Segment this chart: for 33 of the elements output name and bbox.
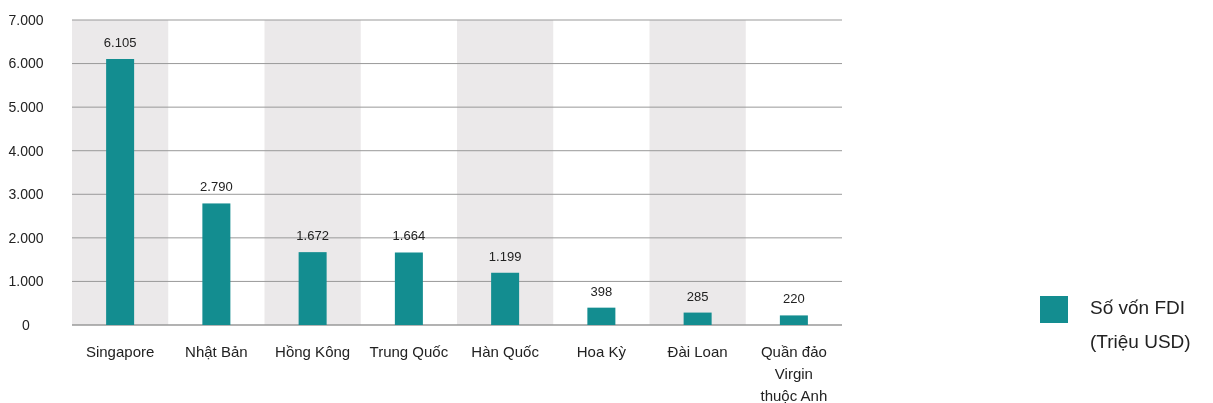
- bar: [779, 315, 808, 325]
- y-tick-label: 3.000: [8, 186, 44, 203]
- y-tick-label: 2.000: [8, 229, 44, 246]
- data-label: 398: [590, 283, 613, 299]
- y-tick-label: 0: [22, 316, 31, 333]
- x-tick-label: Hàn Quốc: [471, 343, 540, 360]
- y-tick-label: 5.000: [8, 99, 44, 116]
- x-tick-label: Đài Loan: [667, 343, 728, 360]
- y-tick-label: 6.000: [8, 55, 44, 72]
- data-label: 6.105: [103, 35, 137, 50]
- data-label: 1.664: [392, 228, 426, 244]
- bar: [106, 59, 135, 325]
- x-tick-label: Nhật Bản: [185, 343, 248, 360]
- data-label: 1.672: [296, 228, 329, 244]
- bar: [394, 252, 423, 325]
- bar: [298, 252, 327, 325]
- x-tick-label: Hồng Kông: [275, 343, 351, 360]
- y-tick-label: 7.000: [8, 11, 44, 28]
- x-tick-label: Quần đảo Virgin thuộc Anh: [760, 343, 828, 403]
- bar: [683, 312, 712, 325]
- y-tick-label: 1.000: [8, 273, 44, 290]
- data-label: 2.790: [200, 179, 233, 195]
- bar: [491, 272, 520, 325]
- data-label: 1.199: [488, 248, 522, 264]
- bar: [587, 307, 616, 325]
- x-tick-label: Trung Quốc: [369, 343, 449, 360]
- data-label: 220: [783, 291, 805, 307]
- y-tick-label: 4.000: [8, 142, 44, 159]
- x-tick-label: Singapore: [85, 343, 155, 360]
- x-tick-label: Hoa Kỳ: [576, 343, 627, 360]
- legend-label: Số vốn FDI (Triệu USD): [1090, 297, 1191, 352]
- bar: [202, 203, 231, 325]
- data-label: 285: [686, 288, 709, 304]
